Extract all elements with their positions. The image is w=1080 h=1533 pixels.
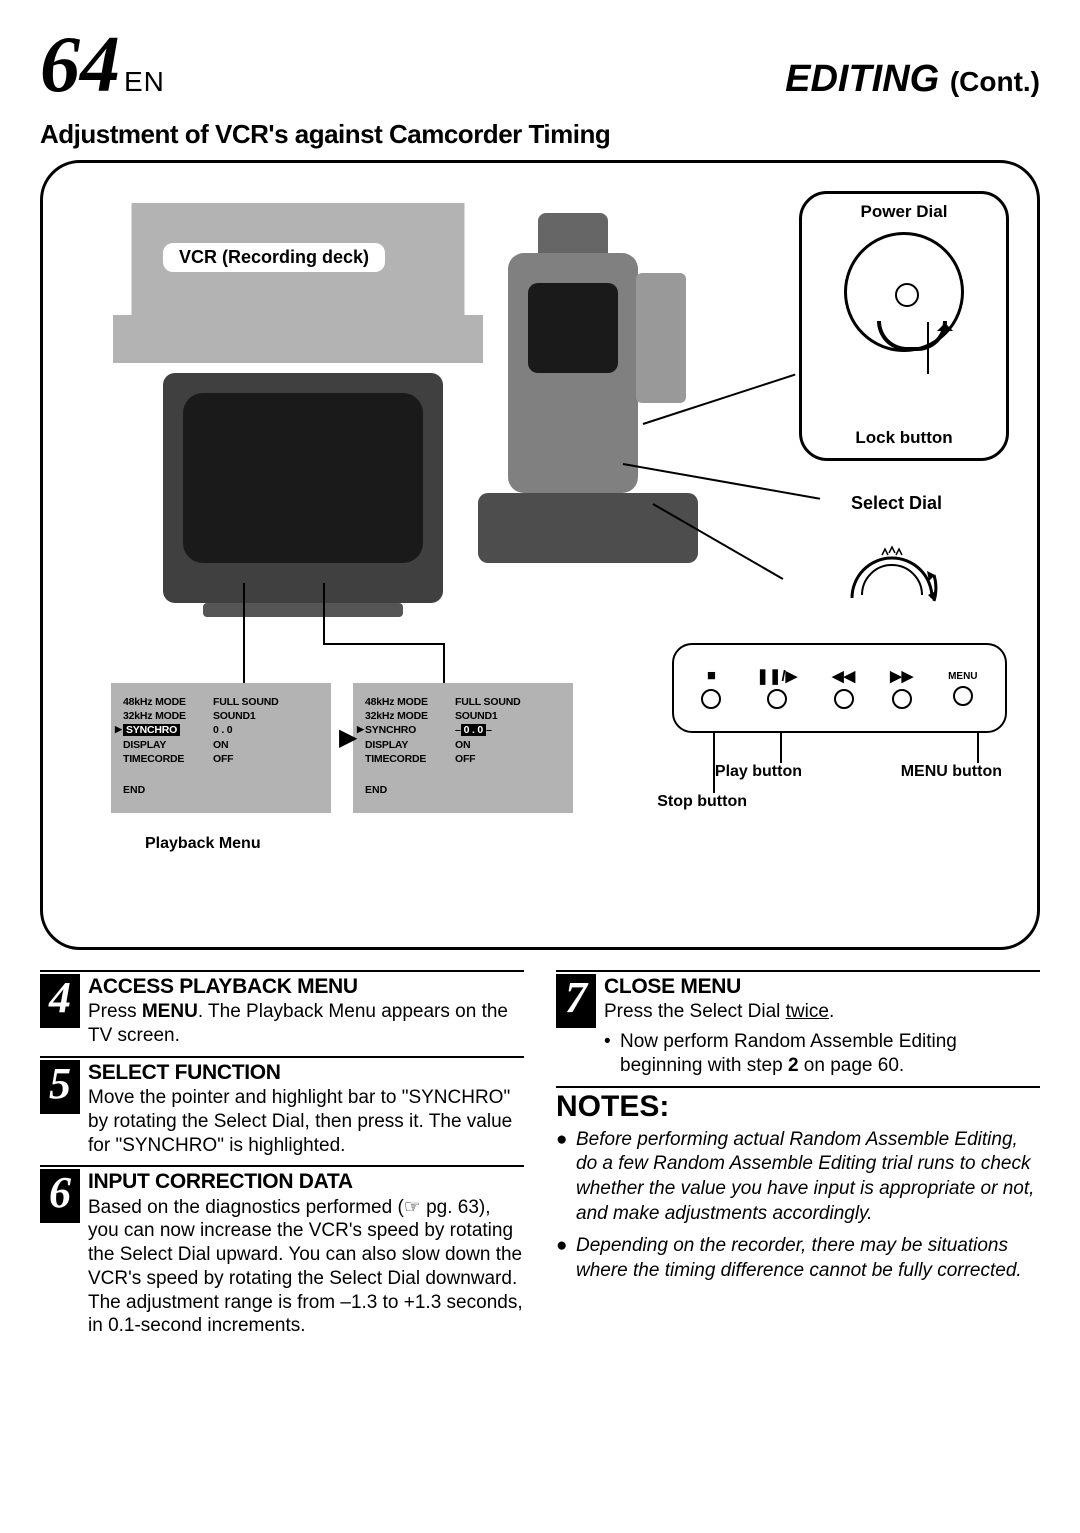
- step-text: Press the Select Dial twice.: [604, 1000, 1040, 1024]
- playback-menu-1: 48kHz MODEFULL SOUND32kHz MODESOUND1▶SYN…: [111, 683, 331, 813]
- power-dial-icon: [844, 232, 964, 352]
- power-dial-inset: Power Dial Lock button: [799, 191, 1009, 461]
- select-dial-label: Select Dial: [851, 493, 942, 514]
- step-number: 4: [40, 974, 80, 1028]
- stop-button[interactable]: ■: [701, 667, 721, 709]
- step-text: Based on the diagnostics performed (☞ pg…: [88, 1196, 524, 1339]
- menu-end: END: [123, 784, 319, 796]
- menu-button-label: MENU button: [901, 763, 1002, 781]
- step-number: 5: [40, 1060, 80, 1114]
- step: 4 ACCESS PLAYBACK MENUPress MENU. The Pla…: [40, 970, 524, 1048]
- button-row: ■ ❚❚/▶ ◀◀ ▶▶ MENU: [672, 643, 1007, 733]
- menu-row: DISPLAYON: [123, 738, 319, 752]
- page-number: 64: [40, 21, 120, 109]
- playback-menu-2: 48kHz MODEFULL SOUND32kHz MODESOUND1▶SYN…: [353, 683, 573, 813]
- stop-button-label: Stop button: [657, 793, 747, 811]
- ff-button[interactable]: ▶▶: [890, 667, 913, 709]
- step-title: SELECT FUNCTION: [88, 1060, 524, 1086]
- section-header: EDITING (Cont.): [785, 58, 1040, 101]
- tv-base: [203, 603, 403, 617]
- play-button-label: Play button: [715, 763, 802, 781]
- step: 7 CLOSE MENUPress the Select Dial twice. N…: [556, 970, 1040, 1078]
- arrow-icon: ▶: [339, 723, 357, 752]
- step-number: 7: [556, 974, 596, 1028]
- note-item: Before performing actual Random Assemble…: [556, 1128, 1040, 1227]
- vcr-deck-shape: [113, 203, 483, 363]
- step-extra: Now perform Random Assemble Editing begi…: [604, 1030, 1040, 1078]
- step: 5 SELECT FUNCTIONMove the pointer and hig…: [40, 1056, 524, 1158]
- step-text: Press MENU. The Playback Menu appears on…: [88, 1000, 524, 1048]
- lock-button-label: Lock button: [802, 428, 1006, 448]
- step: 6 INPUT CORRECTION DATABased on the diagn…: [40, 1165, 524, 1338]
- tv-shape: [163, 373, 443, 603]
- menu-row: 32kHz MODESOUND1: [123, 709, 319, 723]
- step-text: Move the pointer and highlight bar to "S…: [88, 1086, 524, 1157]
- play-button[interactable]: ❚❚/▶: [756, 667, 797, 709]
- subtitle: Adjustment of VCR's against Camcorder Ti…: [0, 111, 1080, 160]
- menu-row: ▶SYNCHRO0 . 0: [123, 723, 319, 737]
- notes-header: NOTES:: [556, 1086, 1040, 1124]
- menu-end: END: [365, 784, 561, 796]
- step-number: 6: [40, 1169, 80, 1223]
- menu-row: 48kHz MODEFULL SOUND: [365, 695, 561, 709]
- page-lang: EN: [124, 66, 165, 97]
- power-dial-label: Power Dial: [802, 202, 1006, 222]
- menu-row: 32kHz MODESOUND1: [365, 709, 561, 723]
- step-title: CLOSE MENU: [604, 974, 1040, 1000]
- menu-row: TIMECORDEOFF: [365, 752, 561, 766]
- step-title: ACCESS PLAYBACK MENU: [88, 974, 524, 1000]
- note-item: Depending on the recorder, there may be …: [556, 1234, 1040, 1283]
- menu-row: DISPLAYON: [365, 738, 561, 752]
- menu-row: ▶SYNCHRO–0 . 0–: [365, 723, 561, 737]
- select-dial-icon: [827, 523, 957, 613]
- menu-button[interactable]: MENU: [948, 671, 977, 706]
- menu-row: TIMECORDEOFF: [123, 752, 319, 766]
- rew-button[interactable]: ◀◀: [832, 667, 855, 709]
- vcr-label: VCR (Recording deck): [163, 243, 385, 272]
- notes-list: Before performing actual Random Assemble…: [556, 1128, 1040, 1284]
- menu-row: 48kHz MODEFULL SOUND: [123, 695, 319, 709]
- camcorder-shape: [498, 193, 698, 563]
- playback-menu-label: Playback Menu: [145, 835, 261, 853]
- diagram: VCR (Recording deck) Power Dial Lock but…: [40, 160, 1040, 950]
- step-title: INPUT CORRECTION DATA: [88, 1169, 524, 1195]
